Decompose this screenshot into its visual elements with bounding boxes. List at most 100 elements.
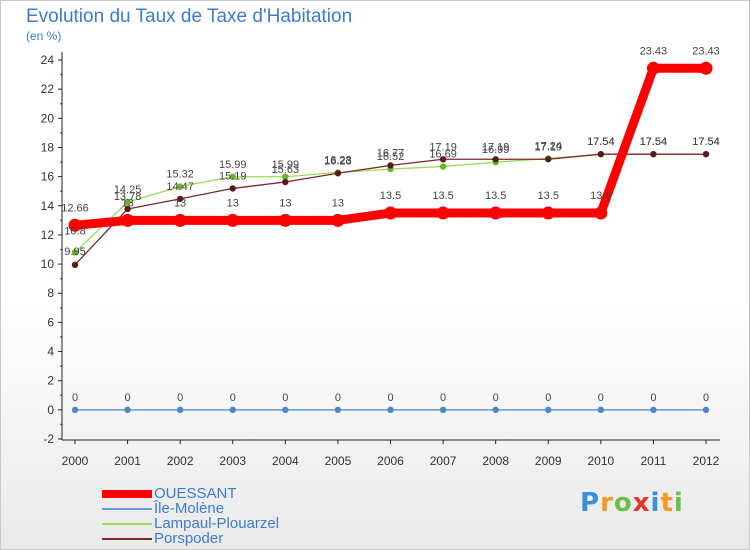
data-point-porspoder — [229, 185, 236, 192]
data-label-ile-molene: 0 — [598, 392, 604, 404]
data-label-ouessant: 13.5 — [485, 190, 506, 202]
data-point-lampaul-plouarzel — [229, 173, 236, 180]
chart-title: Evolution du Taux de Taxe d'Habitation — [26, 6, 353, 27]
y-minor-tick — [60, 336, 62, 338]
data-label-lampaul-plouarzel: 15.99 — [219, 159, 247, 171]
data-label-ile-molene: 0 — [545, 392, 551, 404]
data-label-lampaul-plouarzel: 10.8 — [64, 225, 85, 237]
legend-label: Lampaul-Plouarzel — [154, 515, 280, 532]
y-tick-label: 4 — [47, 345, 54, 359]
legend-item-ouessant: OUESSANT — [102, 485, 402, 502]
legend-item-ile-molene: Île-Molène — [102, 500, 402, 517]
x-tick-label: 2005 — [325, 454, 352, 468]
y-tick-label: 0 — [47, 403, 54, 417]
data-point-porspoder — [282, 178, 289, 186]
data-point-porspoder — [439, 156, 447, 163]
data-label-lampaul-plouarzel: 17.54 — [640, 136, 668, 148]
data-label-ile-molene: 0 — [282, 392, 288, 404]
x-tick-label: 2006 — [377, 454, 404, 468]
data-label-ile-molene: 0 — [703, 392, 709, 404]
data-point-ile-molene — [492, 406, 499, 414]
y-tick-label: 24 — [41, 53, 55, 67]
data-label-porspoder: 15.63 — [272, 164, 300, 176]
y-minor-tick — [60, 219, 62, 222]
y-minor-tick — [60, 365, 62, 367]
data-point-porspoder — [387, 162, 394, 169]
logo-letter: o — [613, 488, 633, 518]
data-point-ouessant — [278, 213, 292, 227]
x-tick-label: 2009 — [535, 454, 562, 468]
y-minor-tick — [60, 423, 62, 426]
data-point-ouessant — [436, 206, 450, 220]
data-label-lampaul-plouarzel: 15.99 — [272, 159, 300, 171]
data-point-lampaul-plouarzel — [176, 183, 184, 190]
data-point-ile-molene — [597, 406, 605, 414]
data-point-porspoder — [124, 205, 131, 213]
data-point-ile-molene — [439, 406, 447, 414]
data-point-ouessant — [68, 218, 82, 232]
y-minor-tick — [60, 277, 62, 280]
data-point-porspoder — [650, 150, 657, 158]
data-point-ile-molene — [650, 406, 657, 414]
data-label-lampaul-plouarzel: 16.99 — [482, 144, 510, 156]
data-label-ile-molene: 0 — [387, 392, 393, 404]
data-label-lampaul-plouarzel: 16.52 — [377, 151, 405, 163]
x-tick-label: 2007 — [430, 454, 457, 468]
data-point-ouessant — [226, 213, 240, 227]
x-tick-label: 2001 — [114, 454, 141, 468]
data-point-ouessant — [646, 61, 660, 75]
data-label-lampaul-plouarzel: 16.69 — [429, 149, 457, 161]
data-label-ile-molene: 0 — [125, 392, 131, 404]
data-label-ouessant: 13 — [227, 197, 239, 209]
y-tick-label: 20 — [41, 111, 55, 125]
data-label-ile-molene: 0 — [440, 392, 446, 404]
data-point-ile-molene — [124, 406, 131, 414]
y-tick-label: 22 — [41, 82, 55, 96]
data-point-ile-molene — [387, 406, 394, 414]
x-tick-label: 2010 — [587, 454, 614, 468]
data-label-ouessant: 13.5 — [590, 190, 611, 202]
data-label-ile-molene: 0 — [493, 392, 499, 404]
y-axis-unit-label: (en %) — [26, 29, 62, 43]
y-tick-label: 16 — [41, 170, 55, 184]
data-point-ile-molene — [176, 406, 184, 414]
y-tick-label: 2 — [47, 374, 54, 388]
data-label-ouessant: 13.5 — [380, 190, 401, 202]
y-tick-label: 12 — [41, 228, 55, 242]
legend-swatch — [102, 538, 152, 540]
data-label-ouessant: 23.43 — [692, 45, 720, 57]
y-minor-tick — [60, 307, 62, 309]
data-label-porspoder: 15.19 — [219, 170, 247, 182]
data-point-ile-molene — [334, 406, 342, 414]
data-label-ile-molene: 0 — [650, 392, 656, 404]
data-label-ouessant: 13 — [332, 197, 344, 209]
data-label-ouessant: 13 — [279, 197, 291, 209]
data-point-ouessant — [594, 206, 608, 220]
data-label-porspoder: 17.54 — [587, 136, 615, 148]
data-point-porspoder — [492, 156, 499, 163]
data-label-ile-molene: 0 — [335, 392, 341, 404]
data-point-porspoder — [597, 150, 605, 158]
y-tick-label: -2 — [43, 432, 54, 446]
data-label-porspoder: 16.23 — [324, 155, 352, 167]
legend-swatch — [102, 523, 152, 525]
data-label-porspoder: 17.19 — [482, 141, 510, 153]
legend-swatch — [102, 508, 152, 510]
data-label-ouessant: 23.43 — [640, 45, 668, 57]
logo-letter: i — [650, 488, 661, 518]
logo-letter: i — [673, 488, 684, 518]
legend-item-lampaul-plouarzel: Lampaul-Plouarzel — [102, 515, 402, 532]
y-minor-tick — [60, 132, 62, 134]
data-point-lampaul-plouarzel — [439, 163, 447, 170]
data-label-ile-molene: 0 — [177, 392, 183, 404]
proxiti-logo: Proxiti — [580, 488, 684, 518]
data-label-porspoder: 17.19 — [534, 141, 562, 153]
data-label-ouessant: 13.5 — [432, 190, 453, 202]
data-point-ouessant — [541, 206, 555, 220]
data-label-ouessant: 12.66 — [61, 202, 89, 214]
data-label-ouessant: 13 — [174, 197, 186, 209]
data-point-ouessant — [173, 213, 187, 227]
x-tick-label: 2002 — [167, 454, 194, 468]
data-label-ile-molene: 0 — [230, 392, 236, 404]
